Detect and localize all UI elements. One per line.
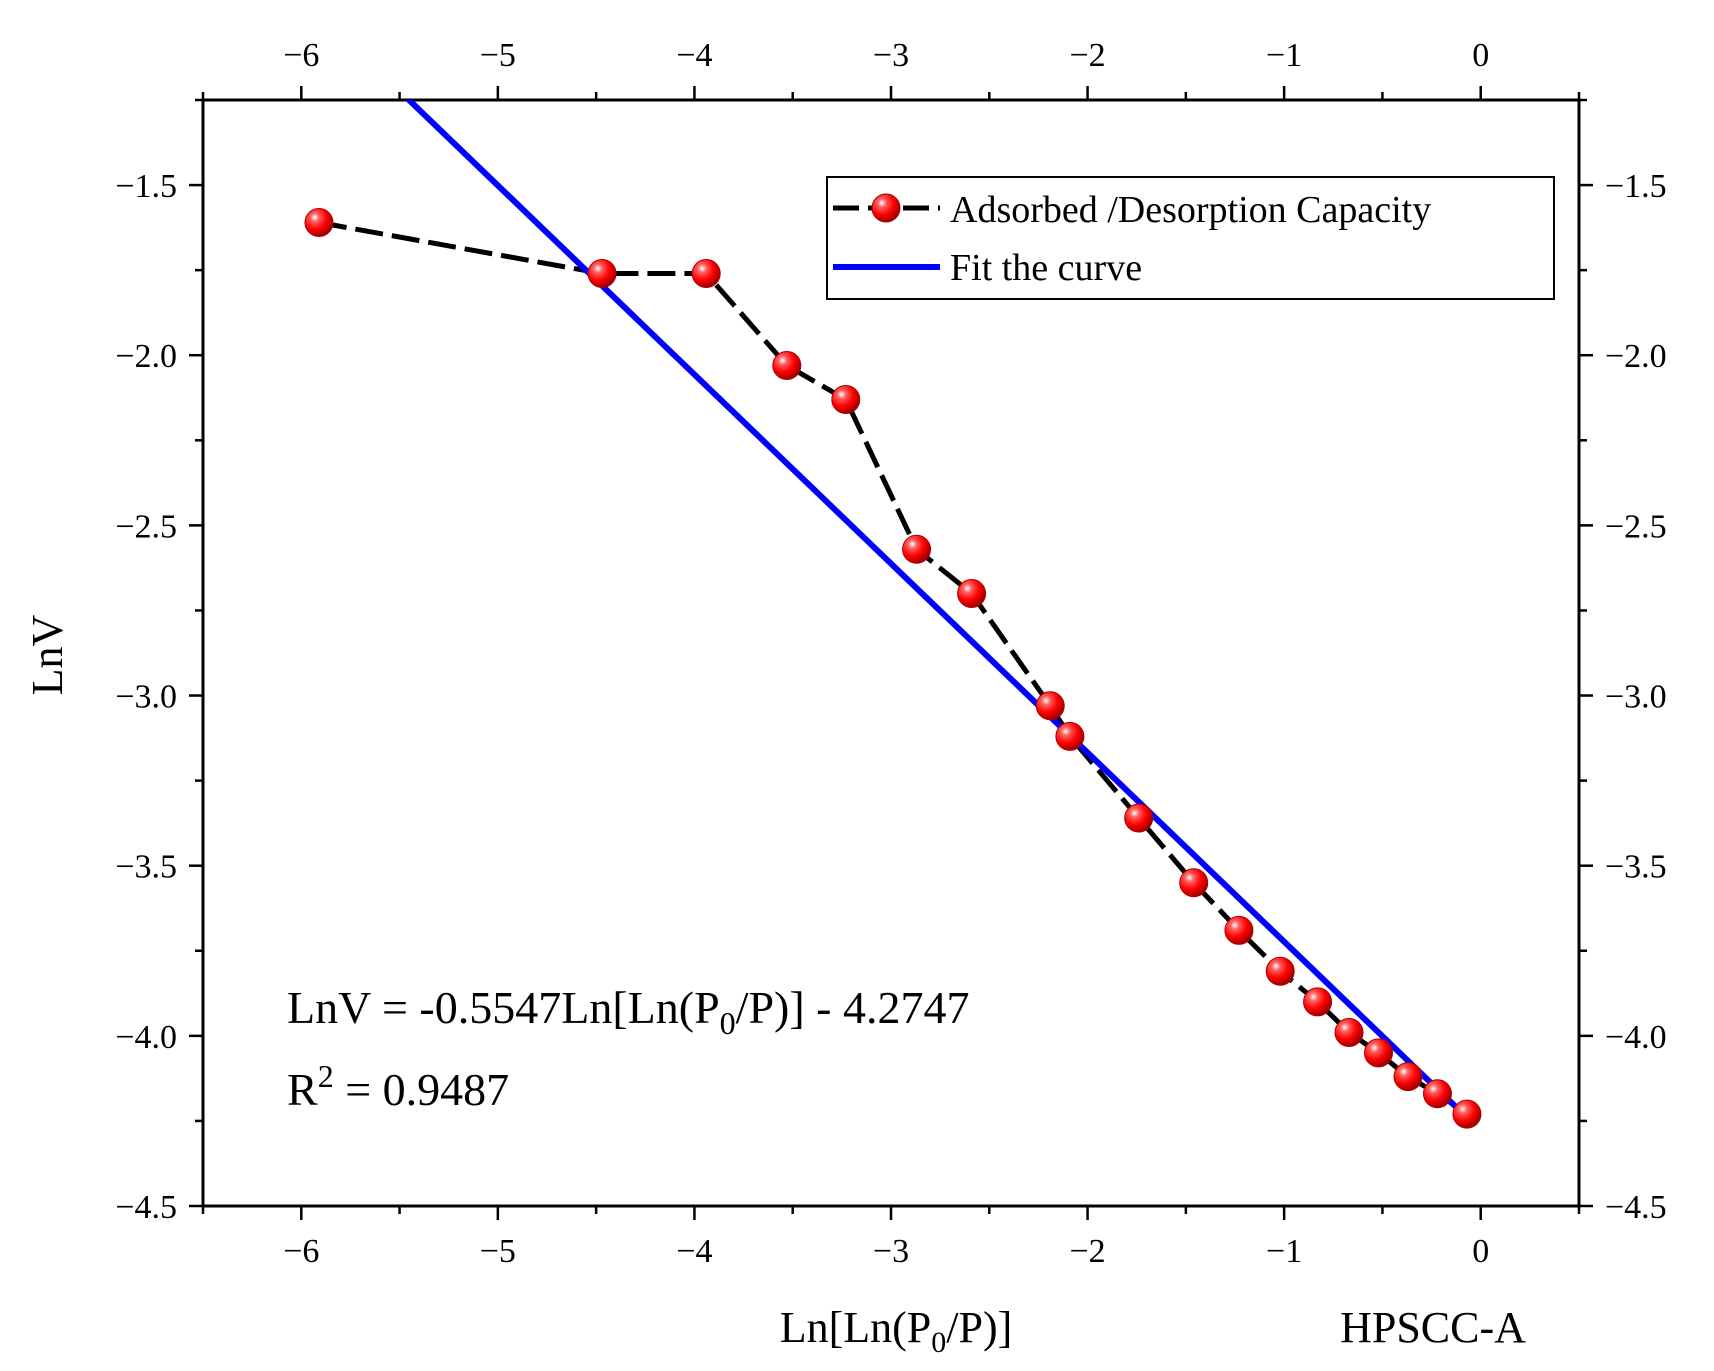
x-tick-label-top: −6: [283, 37, 319, 74]
y-tick-label-left: −3.0: [115, 679, 177, 716]
data-point: [957, 578, 987, 608]
data-point: [1363, 1038, 1393, 1068]
series-layer: [304, 100, 1482, 1129]
data-point: [831, 384, 861, 414]
x-tick-label-top: −1: [1266, 37, 1302, 74]
x-axis-title-subscript: 0: [931, 1326, 946, 1359]
fit-equation-rhs: /P)] - 4.2747: [736, 982, 970, 1033]
data-point: [1265, 956, 1295, 986]
y-tick-label-left: −1.5: [115, 168, 177, 205]
legend-box: [826, 176, 1555, 300]
data-point: [1124, 803, 1154, 833]
data-point: [587, 259, 617, 289]
fit-equation: LnV = -0.5547Ln[Ln(P0/P)] - 4.2747: [287, 982, 970, 1041]
x-tick-label-bottom: 0: [1472, 1233, 1489, 1270]
series-capacity-line: [318, 220, 1469, 1117]
legend-marker-capacity: [871, 193, 901, 223]
x-tick-label-top: 0: [1472, 37, 1489, 74]
x-tick-label-bottom: −3: [873, 1233, 909, 1270]
x-tick-label-top: −4: [676, 37, 712, 74]
sample-label: HPSCC-A: [1340, 1303, 1526, 1352]
y-axis-title: LnV: [23, 614, 72, 695]
data-point: [1422, 1079, 1452, 1109]
y-tick-label-right: −4.0: [1605, 1019, 1667, 1056]
legend-label-capacity: Adsorbed /Desorption Capacity: [950, 189, 1431, 231]
y-tick-label-left: −4.0: [115, 1019, 177, 1056]
y-tick-label-left: −4.5: [115, 1189, 177, 1226]
data-point: [1452, 1099, 1482, 1129]
x-tick-label-bottom: −2: [1069, 1233, 1105, 1270]
legend-label-fit: Fit the curve: [950, 247, 1142, 289]
legend: Adsorbed /Desorption Capacity Fit the cu…: [826, 176, 1555, 300]
y-tick-label-right: −3.0: [1605, 679, 1667, 716]
data-point: [902, 534, 932, 564]
series-fit-line: [404, 100, 1470, 1120]
x-tick-label-bottom: −4: [676, 1233, 712, 1270]
data-point: [1334, 1017, 1364, 1047]
r-squared-value: = 0.9487: [334, 1064, 509, 1115]
x-axis-title-suffix: /P)]: [946, 1303, 1012, 1352]
x-tick-label-bottom: −1: [1266, 1233, 1302, 1270]
data-point: [1224, 915, 1254, 945]
y-tick-label-right: −2.0: [1605, 338, 1667, 375]
data-point: [1055, 721, 1085, 751]
data-point: [304, 208, 334, 238]
data-point: [1303, 987, 1333, 1017]
data-point: [772, 350, 802, 380]
data-point: [1035, 691, 1065, 721]
fit-equation-subscript: 0: [720, 1005, 736, 1041]
x-axis-title-prefix: Ln[Ln(P: [780, 1303, 932, 1352]
x-tick-label-bottom: −5: [480, 1233, 516, 1270]
x-tick-label-top: −5: [480, 37, 516, 74]
data-point: [1179, 868, 1209, 898]
data-point: [1393, 1062, 1423, 1092]
y-tick-label-right: −1.5: [1605, 168, 1667, 205]
x-axis-title: Ln[Ln(P0/P)]: [780, 1303, 1013, 1359]
y-tick-label-right: −4.5: [1605, 1189, 1667, 1226]
y-tick-label-left: −2.0: [115, 338, 177, 375]
x-tick-label-top: −2: [1069, 37, 1105, 74]
ticks: −6 −6 −5 −5 −4 −4 −3 −3 −2 −2 −1 −1 0 0 −1.5 −1.5 −2.0 −2…: [115, 37, 1666, 1270]
x-tick-label-bottom: −6: [283, 1233, 319, 1270]
data-point: [691, 259, 721, 289]
x-tick-label-top: −3: [873, 37, 909, 74]
r-squared: R2 = 0.9487: [287, 1058, 509, 1115]
fit-equation-lhs: LnV = -0.5547Ln[Ln(P: [287, 982, 720, 1033]
y-tick-label-left: −2.5: [115, 508, 177, 545]
y-tick-label-right: −2.5: [1605, 508, 1667, 545]
r-squared-superscript: 2: [318, 1058, 334, 1094]
r-squared-base: R: [287, 1064, 318, 1115]
y-tick-label-right: −3.5: [1605, 849, 1667, 886]
y-tick-label-left: −3.5: [115, 849, 177, 886]
